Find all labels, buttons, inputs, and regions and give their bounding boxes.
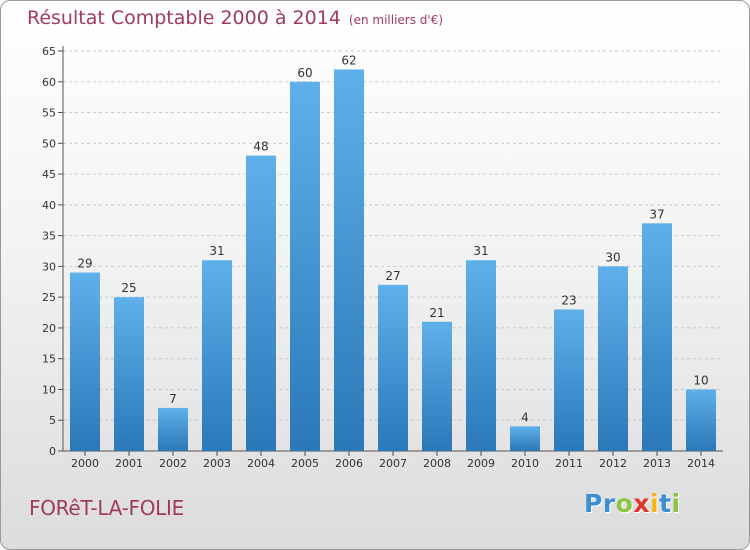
y-tick-label: 40 (42, 199, 56, 212)
bar-2007 (378, 284, 408, 451)
logo-letter: o (615, 489, 634, 518)
x-tick-label-2006: 2006 (335, 457, 363, 470)
logo-letter: t (659, 489, 672, 518)
x-tick-label-2010: 2010 (511, 457, 539, 470)
brand-logo: Proxiti (584, 489, 681, 518)
bar-2003 (202, 260, 232, 451)
x-tick-label-2003: 2003 (203, 457, 231, 470)
logo-letter: r (602, 489, 616, 518)
bars (70, 69, 716, 452)
y-tick-label: 50 (42, 137, 56, 150)
bar-2010 (510, 426, 540, 451)
labels: 0 5 10 15 20 25 30 35 40 45 50 55 60 65 29 2000 25 2001 7 2… (42, 45, 715, 470)
logo-letter: x (633, 489, 650, 518)
x-tick-label-2012: 2012 (599, 457, 627, 470)
value-label-2013: 37 (649, 207, 664, 221)
y-tick-label: 55 (42, 107, 56, 120)
x-tick-label-2011: 2011 (555, 457, 583, 470)
value-label-2001: 25 (121, 281, 136, 295)
y-tick-label: 5 (49, 414, 56, 427)
x-tick-label-2009: 2009 (467, 457, 495, 470)
value-label-2007: 27 (385, 269, 400, 283)
y-tick-label: 30 (42, 260, 56, 273)
town-name: FORêT-LA-FOLIE (29, 496, 184, 520)
value-label-2000: 29 (77, 257, 92, 271)
y-tick-label: 45 (42, 168, 56, 181)
logo-letter: i (671, 489, 681, 518)
logo-letter: P (584, 489, 603, 518)
x-tick-label-2007: 2007 (379, 457, 407, 470)
value-label-2011: 23 (561, 293, 576, 307)
bar-2008 (422, 321, 452, 451)
bar-2005 (290, 81, 320, 452)
y-tick-label: 15 (42, 353, 56, 366)
bar-2006 (334, 69, 364, 451)
x-tick-label-2001: 2001 (115, 457, 143, 470)
bar-2012 (598, 266, 628, 451)
value-label-2008: 21 (429, 306, 444, 320)
chart-subtitle: (en milliers d'€) (348, 13, 444, 27)
x-tick-label-2004: 2004 (247, 457, 275, 470)
value-label-2010: 4 (521, 410, 529, 424)
value-label-2003: 31 (209, 244, 224, 258)
x-tick-label-2002: 2002 (159, 457, 187, 470)
y-tick-label: 0 (49, 445, 56, 458)
y-tick-label: 20 (42, 322, 56, 335)
x-tick-label-2000: 2000 (71, 457, 99, 470)
x-tick-label-2013: 2013 (643, 457, 671, 470)
value-label-2004: 48 (253, 140, 268, 154)
x-tick-label-2005: 2005 (291, 457, 319, 470)
value-label-2012: 30 (605, 250, 620, 264)
bar-2009 (466, 260, 496, 451)
y-tick-label: 65 (42, 45, 56, 58)
bar-2001 (114, 297, 144, 451)
bar-2000 (70, 272, 100, 451)
y-tick-label: 35 (42, 230, 56, 243)
value-label-2006: 62 (341, 53, 356, 67)
bar-2002 (158, 407, 188, 451)
y-tick-label: 60 (42, 76, 56, 89)
value-label-2009: 31 (473, 244, 488, 258)
x-tick-label-2014: 2014 (687, 457, 715, 470)
value-label-2005: 60 (297, 66, 312, 80)
value-label-2014: 10 (693, 373, 708, 387)
y-tick-label: 25 (42, 291, 56, 304)
x-tick-label-2008: 2008 (423, 457, 451, 470)
bar-2013 (642, 223, 672, 451)
bar-2014 (686, 389, 716, 451)
value-label-2002: 7 (169, 392, 177, 406)
bar-2011 (554, 309, 584, 451)
bar-2004 (246, 155, 276, 451)
chart-title: Résultat Comptable 2000 à 2014 (en millie… (27, 7, 443, 29)
chart-title-text: Résultat Comptable 2000 à 2014 (27, 7, 341, 29)
y-tick-label: 10 (42, 383, 56, 396)
logo-letter: i (650, 489, 660, 518)
